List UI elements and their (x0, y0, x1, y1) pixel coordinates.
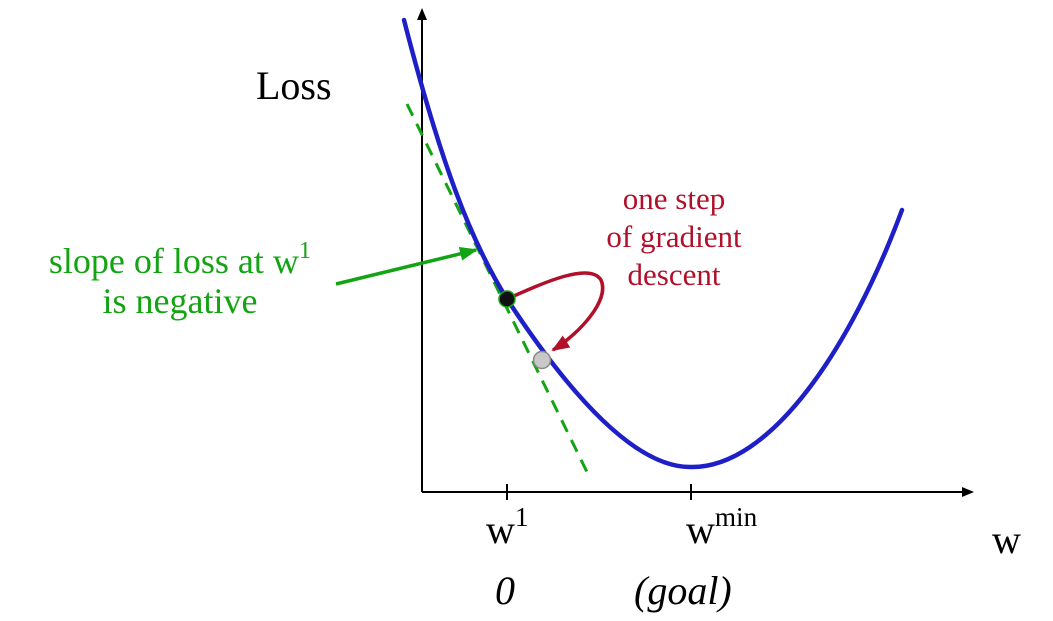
y-axis-label: Loss (256, 63, 332, 108)
tangent-line (405, 103, 589, 473)
tick-label-w1: w1 (486, 502, 529, 552)
loss-curve (401, 17, 905, 470)
tick-label-wmin: wmin (686, 502, 758, 552)
gradient-step-arrow (506, 271, 605, 352)
slope-arrow (335, 246, 478, 286)
next-point (532, 350, 552, 370)
slope-annotation-line1: slope of loss at w1 (48, 236, 312, 281)
step-annotation-line1: one step (622, 181, 726, 216)
current-point (498, 290, 516, 308)
slope-annotation: slope of loss at w1 is negative (20, 236, 340, 321)
step-annotation-line2: of gradient (606, 218, 742, 254)
wmin-goal-label: (goal) (634, 568, 732, 613)
step-annotation: one step of gradient descent (584, 180, 764, 293)
slope-annotation-line2: is negative (102, 281, 258, 321)
x-axis-label: w (992, 517, 1021, 562)
step-annotation-line3: descent (627, 256, 721, 292)
w1-value-label: 0 (495, 568, 515, 613)
